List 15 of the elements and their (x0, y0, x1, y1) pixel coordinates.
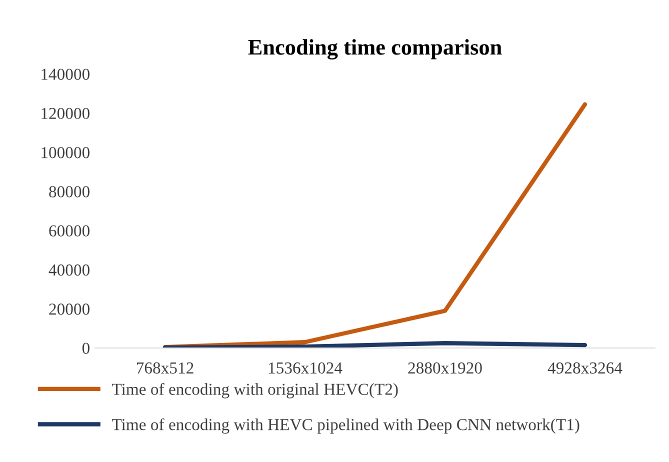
y-tick-label: 0 (82, 342, 90, 354)
y-tick-label: 100000 (42, 146, 90, 158)
x-tick-label: 1536x1024 (268, 362, 342, 374)
legend-label: Time of encoding with HEVC pipelined with Deep CNN network(T1) (112, 418, 580, 434)
y-tick-label: 120000 (42, 108, 90, 120)
y-tick-label: 80000 (49, 186, 90, 198)
y-tick-label: 40000 (48, 264, 90, 276)
chart-title: Encoding time comparison (248, 39, 502, 60)
y-tick-label: 140000 (42, 68, 90, 80)
x-tick-label: 2880x1920 (408, 362, 482, 374)
y-tick-label: 60000 (49, 225, 90, 237)
x-tick-label: 768x512 (136, 362, 194, 374)
x-tick-label: 4928x3264 (548, 362, 622, 374)
y-tick-label: 20000 (49, 304, 90, 315)
legend-label: Time of encoding with original HEVC(T2) (112, 383, 398, 398)
